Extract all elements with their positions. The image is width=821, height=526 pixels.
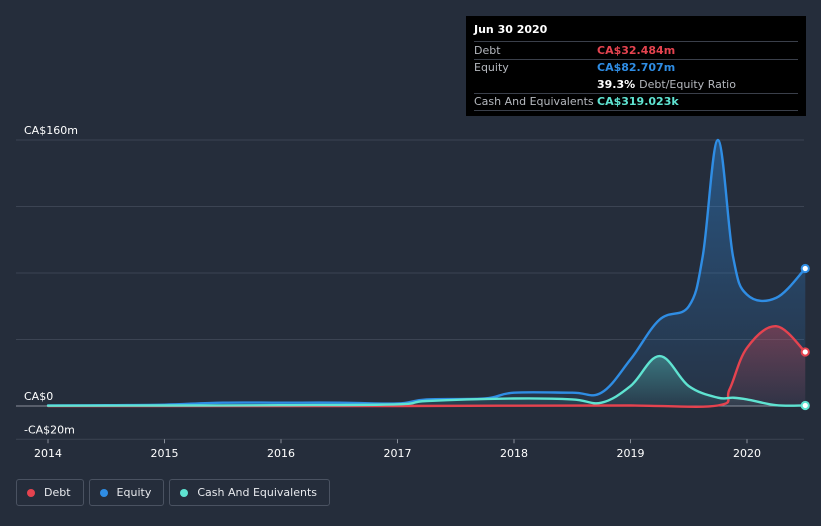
x-tick-label: 2016 xyxy=(267,447,295,460)
hover-tooltip: Jun 30 2020 Debt CA$32.484m Equity CA$82… xyxy=(466,16,806,116)
equity-area xyxy=(48,140,806,406)
equity-dot-icon xyxy=(99,488,108,497)
debt-end-point xyxy=(800,347,810,357)
tooltip-cash-value: CA$319.023k xyxy=(597,95,679,109)
tooltip-row-equity: Equity CA$82.707m xyxy=(474,58,798,77)
x-tick-label: 2015 xyxy=(151,447,179,460)
series-lines xyxy=(46,138,810,411)
tooltip-equity-label: Equity xyxy=(474,61,509,75)
equity-end-point xyxy=(800,263,810,274)
y-tick-label: CA$0 xyxy=(24,390,53,403)
debt-dot-icon xyxy=(27,488,35,497)
x-tick-label: 2014 xyxy=(34,447,62,460)
tooltip-cash-label: Cash And Equivalents xyxy=(474,95,594,109)
x-tick-label: 2020 xyxy=(733,447,761,460)
cash-end-point xyxy=(800,400,810,411)
cash-dot-icon xyxy=(180,488,189,497)
tooltip-row-debt: Debt CA$32.484m xyxy=(474,41,798,59)
tooltip-date: Jun 30 2020 xyxy=(474,23,548,36)
tooltip-row-ratio: 39.3% Debt/Equity Ratio xyxy=(474,76,798,93)
x-tick-label: 2018 xyxy=(500,447,528,460)
tooltip-ratio-value: 39.3% xyxy=(597,77,636,91)
x-tick-label: 2017 xyxy=(384,447,412,460)
axis-labels: CA$0 CA$160m -CA$20m 2014 2015 2016 2017 2018 20… xyxy=(24,124,761,460)
x-tick-label: 2019 xyxy=(617,447,645,460)
tooltip-debt-value: CA$32.484m xyxy=(597,43,676,57)
legend-item-equity[interactable]: Equity xyxy=(88,479,165,506)
equity-line xyxy=(46,138,807,407)
legend-label-equity: Equity xyxy=(116,486,152,499)
chart-legend: Debt Equity Cash And Equivalents xyxy=(16,479,330,506)
legend-item-debt[interactable]: Debt xyxy=(16,479,84,506)
tooltip-ratio-label: Debt/Equity Ratio xyxy=(639,77,736,91)
y-tick-label: CA$160m xyxy=(24,124,78,137)
legend-label-debt: Debt xyxy=(44,486,71,499)
cash-line xyxy=(46,354,807,407)
cash-area xyxy=(48,356,806,406)
tooltip-equity-value: CA$82.707m xyxy=(597,61,676,75)
legend-item-cash[interactable]: Cash And Equivalents xyxy=(169,479,330,506)
y-tick-label: -CA$20m xyxy=(24,423,75,436)
tooltip-debt-label: Debt xyxy=(474,43,501,57)
legend-label-cash: Cash And Equivalents xyxy=(197,486,317,499)
tooltip-row-cash: Cash And Equivalents CA$319.023k xyxy=(474,92,798,111)
